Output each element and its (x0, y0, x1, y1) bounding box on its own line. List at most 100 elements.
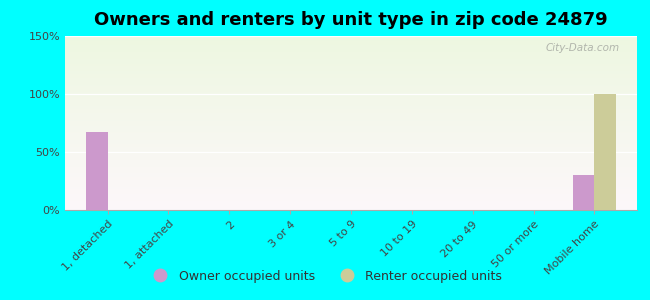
Bar (65, 57, 637, 58)
Bar (65, 114, 637, 116)
Bar (65, 191, 637, 193)
Bar (573, 175, 594, 210)
Bar (65, 43, 637, 45)
Bar (65, 168, 637, 170)
Bar (65, 127, 637, 128)
Bar (65, 38, 637, 40)
Legend: Owner occupied units, Renter occupied units: Owner occupied units, Renter occupied un… (143, 265, 507, 288)
Title: Owners and renters by unit type in zip code 24879: Owners and renters by unit type in zip c… (94, 11, 608, 29)
Bar (65, 132, 637, 134)
Bar (65, 104, 637, 106)
Bar (65, 112, 637, 114)
Bar (65, 111, 637, 112)
Bar (65, 142, 637, 144)
Bar (65, 146, 637, 147)
Bar (65, 147, 637, 149)
Bar (65, 128, 637, 130)
Bar (594, 94, 616, 210)
Bar (65, 102, 637, 104)
Bar (65, 205, 637, 206)
Bar (65, 203, 637, 205)
Bar (86, 132, 108, 210)
Bar (65, 81, 637, 83)
Bar (65, 53, 637, 55)
Bar (65, 160, 637, 161)
Bar (65, 137, 637, 139)
Bar (65, 201, 637, 203)
Bar (65, 107, 637, 109)
Text: City-Data.com: City-Data.com (546, 43, 620, 53)
Bar (65, 41, 637, 43)
Bar (65, 182, 637, 184)
Bar (65, 165, 637, 167)
Bar (65, 198, 637, 200)
Bar (65, 173, 637, 175)
Bar (65, 74, 637, 76)
Bar (65, 184, 637, 186)
Bar (65, 97, 637, 99)
Bar (65, 67, 637, 69)
Bar (65, 154, 637, 156)
Bar (65, 58, 637, 60)
Bar (65, 46, 637, 48)
Bar (65, 121, 637, 123)
Bar (65, 130, 637, 132)
Bar (65, 88, 637, 90)
Bar (65, 125, 637, 127)
Bar (65, 62, 637, 64)
Bar (65, 48, 637, 50)
Bar (65, 109, 637, 111)
Bar (65, 123, 637, 125)
Bar (65, 92, 637, 93)
Bar (65, 100, 637, 102)
Bar (65, 90, 637, 92)
Bar (65, 156, 637, 158)
Bar (65, 93, 637, 95)
Bar (65, 172, 637, 173)
Bar (65, 36, 637, 38)
Bar (65, 186, 637, 188)
Bar (65, 60, 637, 62)
Bar (65, 83, 637, 85)
Bar (65, 140, 637, 142)
Bar (65, 149, 637, 151)
Bar (65, 180, 637, 182)
Bar (65, 50, 637, 52)
Bar (65, 188, 637, 189)
Bar (65, 76, 637, 78)
Bar (65, 85, 637, 86)
Bar (65, 200, 637, 201)
Bar (65, 167, 637, 168)
Bar (65, 86, 637, 88)
Bar (65, 135, 637, 137)
Bar (65, 40, 637, 41)
Bar (65, 69, 637, 71)
Bar (65, 134, 637, 135)
Bar (65, 139, 637, 140)
Bar (65, 66, 637, 67)
Bar (65, 95, 637, 97)
Bar (65, 99, 637, 100)
Bar (65, 45, 637, 46)
Bar (65, 163, 637, 165)
Bar (65, 158, 637, 160)
Bar (65, 73, 637, 74)
Bar (65, 193, 637, 194)
Bar (65, 170, 637, 172)
Bar (65, 144, 637, 146)
Bar (65, 78, 637, 80)
Bar (65, 206, 637, 208)
Bar (65, 151, 637, 153)
Bar (65, 80, 637, 81)
Bar (65, 116, 637, 118)
Bar (65, 118, 637, 119)
Bar (65, 175, 637, 177)
Bar (65, 194, 637, 196)
Bar (65, 55, 637, 57)
Bar (65, 179, 637, 180)
Bar (65, 64, 637, 66)
Bar (65, 208, 637, 210)
Bar (65, 161, 637, 163)
Bar (65, 189, 637, 191)
Bar (65, 177, 637, 179)
